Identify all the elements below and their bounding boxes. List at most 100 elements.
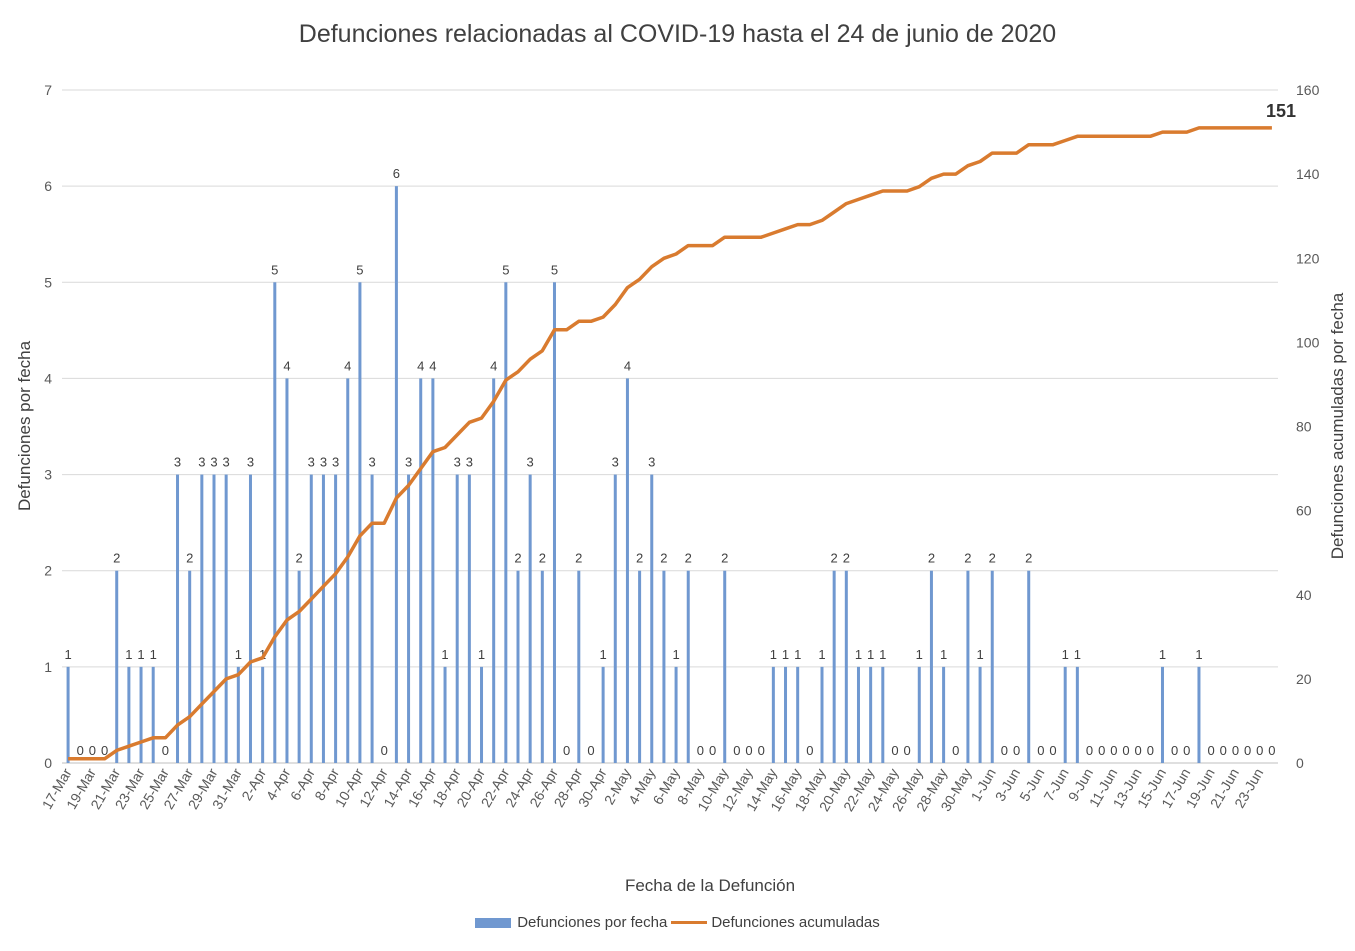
bar [394, 186, 398, 764]
bar-value-label: 0 [162, 743, 169, 758]
bar-value-label: 1 [1062, 647, 1069, 662]
bar [869, 666, 873, 763]
bar-value-label: 1 [879, 647, 886, 662]
bar-value-label: 0 [1049, 743, 1056, 758]
bar [492, 378, 496, 763]
right-tick-label: 20 [1296, 671, 1312, 687]
bar [966, 570, 970, 763]
bar-value-label: 0 [77, 743, 84, 758]
bar-value-label: 2 [575, 551, 582, 566]
bar-value-label: 4 [283, 358, 290, 373]
right-tick-label: 0 [1296, 755, 1304, 771]
left-tick-label: 7 [44, 82, 52, 98]
bar [467, 474, 471, 763]
bar [784, 666, 788, 763]
bar-value-label: 1 [235, 647, 242, 662]
bar-value-label: 1 [600, 647, 607, 662]
bar [334, 474, 338, 763]
left-tick-label: 2 [44, 563, 52, 579]
bar-value-label: 0 [1220, 743, 1227, 758]
bar-value-label: 1 [976, 647, 983, 662]
bar-value-label: 2 [636, 551, 643, 566]
bar-value-label: 0 [758, 743, 765, 758]
bar-value-label: 1 [478, 647, 485, 662]
bar-value-label: 3 [308, 455, 315, 470]
gridlines [62, 89, 1278, 764]
legend-line-swatch [671, 921, 708, 924]
bar-value-label: 1 [64, 647, 71, 662]
bar [638, 570, 642, 763]
bar-value-label: 1 [916, 647, 923, 662]
bar-value-label: 5 [551, 262, 558, 277]
bar-value-label: 0 [697, 743, 704, 758]
bar [176, 474, 180, 763]
bar [856, 666, 860, 763]
left-tick-label: 1 [44, 659, 52, 675]
bar [346, 378, 350, 763]
bar-value-label: 2 [843, 551, 850, 566]
bar [674, 666, 678, 763]
bar [820, 666, 824, 763]
bar [480, 666, 484, 763]
bar [273, 282, 277, 763]
bar [419, 378, 423, 763]
bar [504, 282, 508, 763]
bar [127, 666, 131, 763]
right-tick-label: 60 [1296, 503, 1312, 519]
bar-value-label: 0 [1013, 743, 1020, 758]
bar-value-label: 3 [320, 455, 327, 470]
bar-value-label: 0 [1110, 743, 1117, 758]
bar-value-label: 3 [405, 455, 412, 470]
bar-value-label: 0 [381, 743, 388, 758]
bar-value-label: 0 [1268, 743, 1275, 758]
bar [200, 474, 204, 763]
bar-value-label: 2 [928, 551, 935, 566]
bar-value-label: 0 [1086, 743, 1093, 758]
bar [285, 378, 289, 763]
bar-value-label: 1 [794, 647, 801, 662]
bar-value-label: 1 [818, 647, 825, 662]
legend-bar-swatch [475, 917, 512, 928]
bar [224, 474, 228, 763]
x-axis-title: Fecha de la Defunción [625, 876, 795, 895]
bar-value-label: 0 [1098, 743, 1105, 758]
bar-value-label: 2 [514, 551, 521, 566]
bar-value-label: 0 [709, 743, 716, 758]
bar-value-label: 1 [770, 647, 777, 662]
chart-title: Defunciones relacionadas al COVID-19 has… [298, 20, 1057, 48]
bar-value-label: 4 [417, 358, 424, 373]
bar-value-label: 0 [733, 743, 740, 758]
bar [188, 570, 192, 763]
bar [577, 570, 581, 763]
right-tick-label: 40 [1296, 587, 1312, 603]
bar-value-label: 4 [344, 358, 351, 373]
right-tick-label: 140 [1296, 166, 1320, 182]
bar-value-label: 1 [1074, 647, 1081, 662]
bar [796, 666, 800, 763]
bar [723, 570, 727, 763]
bar-value-label: 0 [1244, 743, 1251, 758]
bar-value-label: 1 [867, 647, 874, 662]
bar-value-label: 0 [1232, 743, 1239, 758]
bar-value-label: 1 [150, 647, 157, 662]
bar-series [66, 186, 1201, 764]
bar [686, 570, 690, 763]
bar-value-label: 0 [587, 743, 594, 758]
bar [942, 666, 946, 763]
left-tick-label: 5 [44, 274, 52, 290]
bar-value-label: 0 [563, 743, 570, 758]
bar-value-label: 3 [648, 455, 655, 470]
legend: Defunciones por fecha Defunciones acumul… [0, 914, 1355, 931]
final-total-annotation: 151 [1266, 101, 1296, 121]
right-tick-label: 160 [1296, 82, 1320, 98]
bar [552, 282, 556, 763]
legend-item-bars: Defunciones por fecha [475, 914, 667, 931]
bar [978, 666, 982, 763]
bar-value-label: 2 [113, 551, 120, 566]
bar-value-label: 0 [1001, 743, 1008, 758]
bar-value-label: 2 [539, 551, 546, 566]
bar-value-label: 3 [198, 455, 205, 470]
bar-value-label: 0 [1256, 743, 1263, 758]
bar [151, 666, 155, 763]
